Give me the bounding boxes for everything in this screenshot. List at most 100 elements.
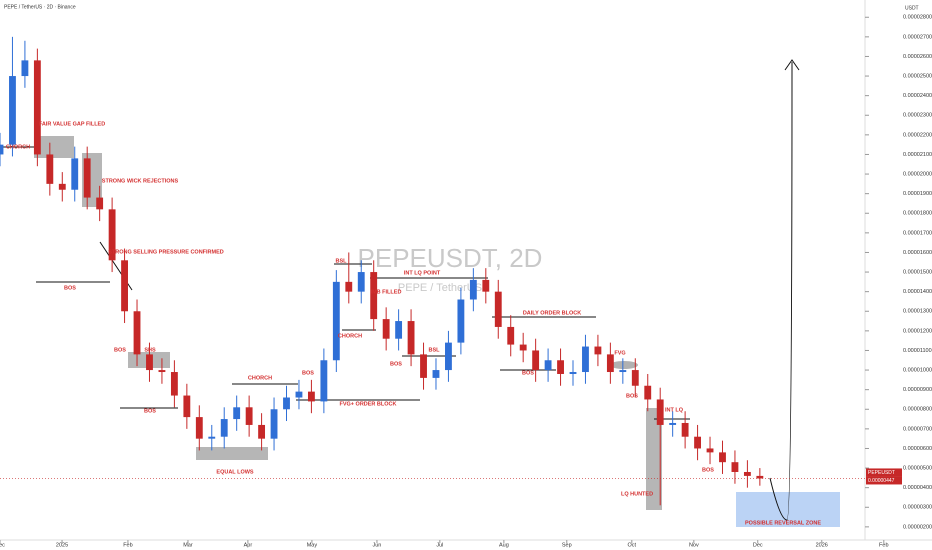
y-tick-label: 0.00002100 [903, 152, 932, 158]
y-tick-label: 0.00002400 [903, 93, 932, 99]
candle-body [208, 436, 216, 439]
watermark-subtitle: PEPE / TetherUS [398, 282, 482, 294]
x-tick-label: Nov [689, 542, 699, 548]
last-price-box [866, 476, 902, 485]
annotation: BOS [626, 393, 638, 399]
annotation: STRONG WICK REJECTIONS [102, 178, 179, 184]
candle-body [681, 422, 689, 437]
candle-body [220, 419, 228, 437]
y-tick-label: 0.00001700 [903, 230, 932, 236]
candle-body [519, 344, 527, 351]
candle-body [457, 299, 465, 343]
annotation: CHORCH [338, 333, 362, 339]
candle-body [706, 448, 714, 453]
candle-body [606, 354, 614, 373]
annotation: BOS [114, 347, 126, 353]
candle-body [731, 462, 739, 472]
annotation: CHORCH [248, 375, 272, 381]
annotation: IMB FILLED [371, 289, 402, 295]
candle-body [183, 395, 191, 418]
y-tick-label: 0.00000400 [903, 485, 932, 491]
candle-body [46, 154, 54, 184]
candle-body [357, 272, 365, 292]
y-tick-label: 0.00000800 [903, 407, 932, 413]
annotation: FVG [614, 350, 625, 356]
candle-body [669, 422, 677, 425]
candle-body [33, 60, 41, 155]
annotation: BOS [702, 467, 714, 473]
candle-body [270, 409, 278, 439]
y-tick-label: 0.00002500 [903, 74, 932, 80]
candle-body [233, 407, 241, 420]
y-tick-label: 0.00001500 [903, 270, 932, 276]
annotation: DAILY ORDER BLOCK [523, 310, 581, 316]
candle-body [121, 260, 128, 312]
annotation: BSL [429, 347, 441, 353]
candle-body [482, 279, 490, 292]
symbol-tag-box [866, 468, 902, 477]
annotation: BOS [522, 370, 534, 376]
candle-body [507, 326, 515, 345]
y-tick-label: 0.00002600 [903, 54, 932, 60]
candle-body [71, 158, 79, 190]
annotation: BOS [390, 361, 402, 367]
candle-body [21, 60, 29, 77]
y-tick-label: 0.00000300 [903, 505, 932, 511]
fvg-ellipse [610, 361, 638, 369]
candle-body [320, 360, 328, 402]
y-tick-label: 0.00002700 [903, 34, 932, 40]
x-tick-label: Oct [628, 542, 637, 548]
candle-body [108, 209, 116, 261]
candle-body [295, 391, 303, 398]
candle-body [283, 397, 290, 410]
candle-body [170, 372, 178, 396]
candle-body [83, 158, 91, 198]
x-tick-label: Mar [183, 542, 193, 548]
y-tick-label: 0.00000600 [903, 446, 932, 452]
candle-body [382, 319, 390, 339]
arrow-head [784, 59, 800, 71]
y-tick-label: 0.00001300 [903, 309, 932, 315]
candle-body [756, 475, 764, 479]
x-tick-label: Jul [436, 542, 443, 548]
x-tick-label: May [307, 542, 318, 548]
y-tick-label: 0.00000200 [903, 524, 932, 530]
y-tick-label: 0.00002800 [903, 15, 932, 21]
annotation: INT LQ POINT [404, 270, 441, 276]
reversal-zone [736, 492, 840, 527]
candle-body [146, 354, 153, 371]
candle-body [469, 279, 477, 300]
annotation: BOS [64, 285, 76, 291]
annotation: EQUAL LOWS [216, 469, 254, 475]
y-tick-label: 0.00002200 [903, 132, 932, 138]
candle-body [532, 350, 540, 371]
candle-body [407, 321, 415, 355]
y-tick-label: 0.00001600 [903, 250, 932, 256]
annotation: BSL [336, 258, 348, 264]
candle-body [719, 452, 726, 463]
candle-body [445, 342, 452, 371]
annotation: FAIR VALUE GAP FILLED [39, 121, 105, 127]
chart-header: PEPE / TetherUS · 2D · Binance [4, 4, 76, 10]
candle-body [544, 360, 552, 371]
symbol-tag: PEPEUSDT [868, 470, 895, 476]
candle-body [58, 183, 66, 190]
candle-body [569, 372, 577, 374]
candle-body [258, 424, 266, 439]
annotation: LQ HUNTED [621, 491, 653, 497]
candle-body [494, 291, 502, 327]
annotation: POSSIBLE REVERSAL ZONE [745, 520, 821, 526]
candle-body [644, 385, 652, 400]
candle-body [656, 399, 664, 425]
candle-body [743, 471, 751, 476]
annotation: CHORCH [6, 144, 30, 150]
x-tick-label: Feb [123, 542, 132, 548]
annotation: SHS [144, 347, 156, 353]
candle-body [432, 370, 440, 378]
annotation: STRONG SELLING PRESSURE CONFIRMED [108, 249, 224, 255]
y-tick-label: 0.00000500 [903, 466, 932, 472]
last-price-label: 0.00000447 [868, 478, 895, 484]
annotation: INT LQ [665, 407, 684, 413]
candles [0, 36, 764, 506]
